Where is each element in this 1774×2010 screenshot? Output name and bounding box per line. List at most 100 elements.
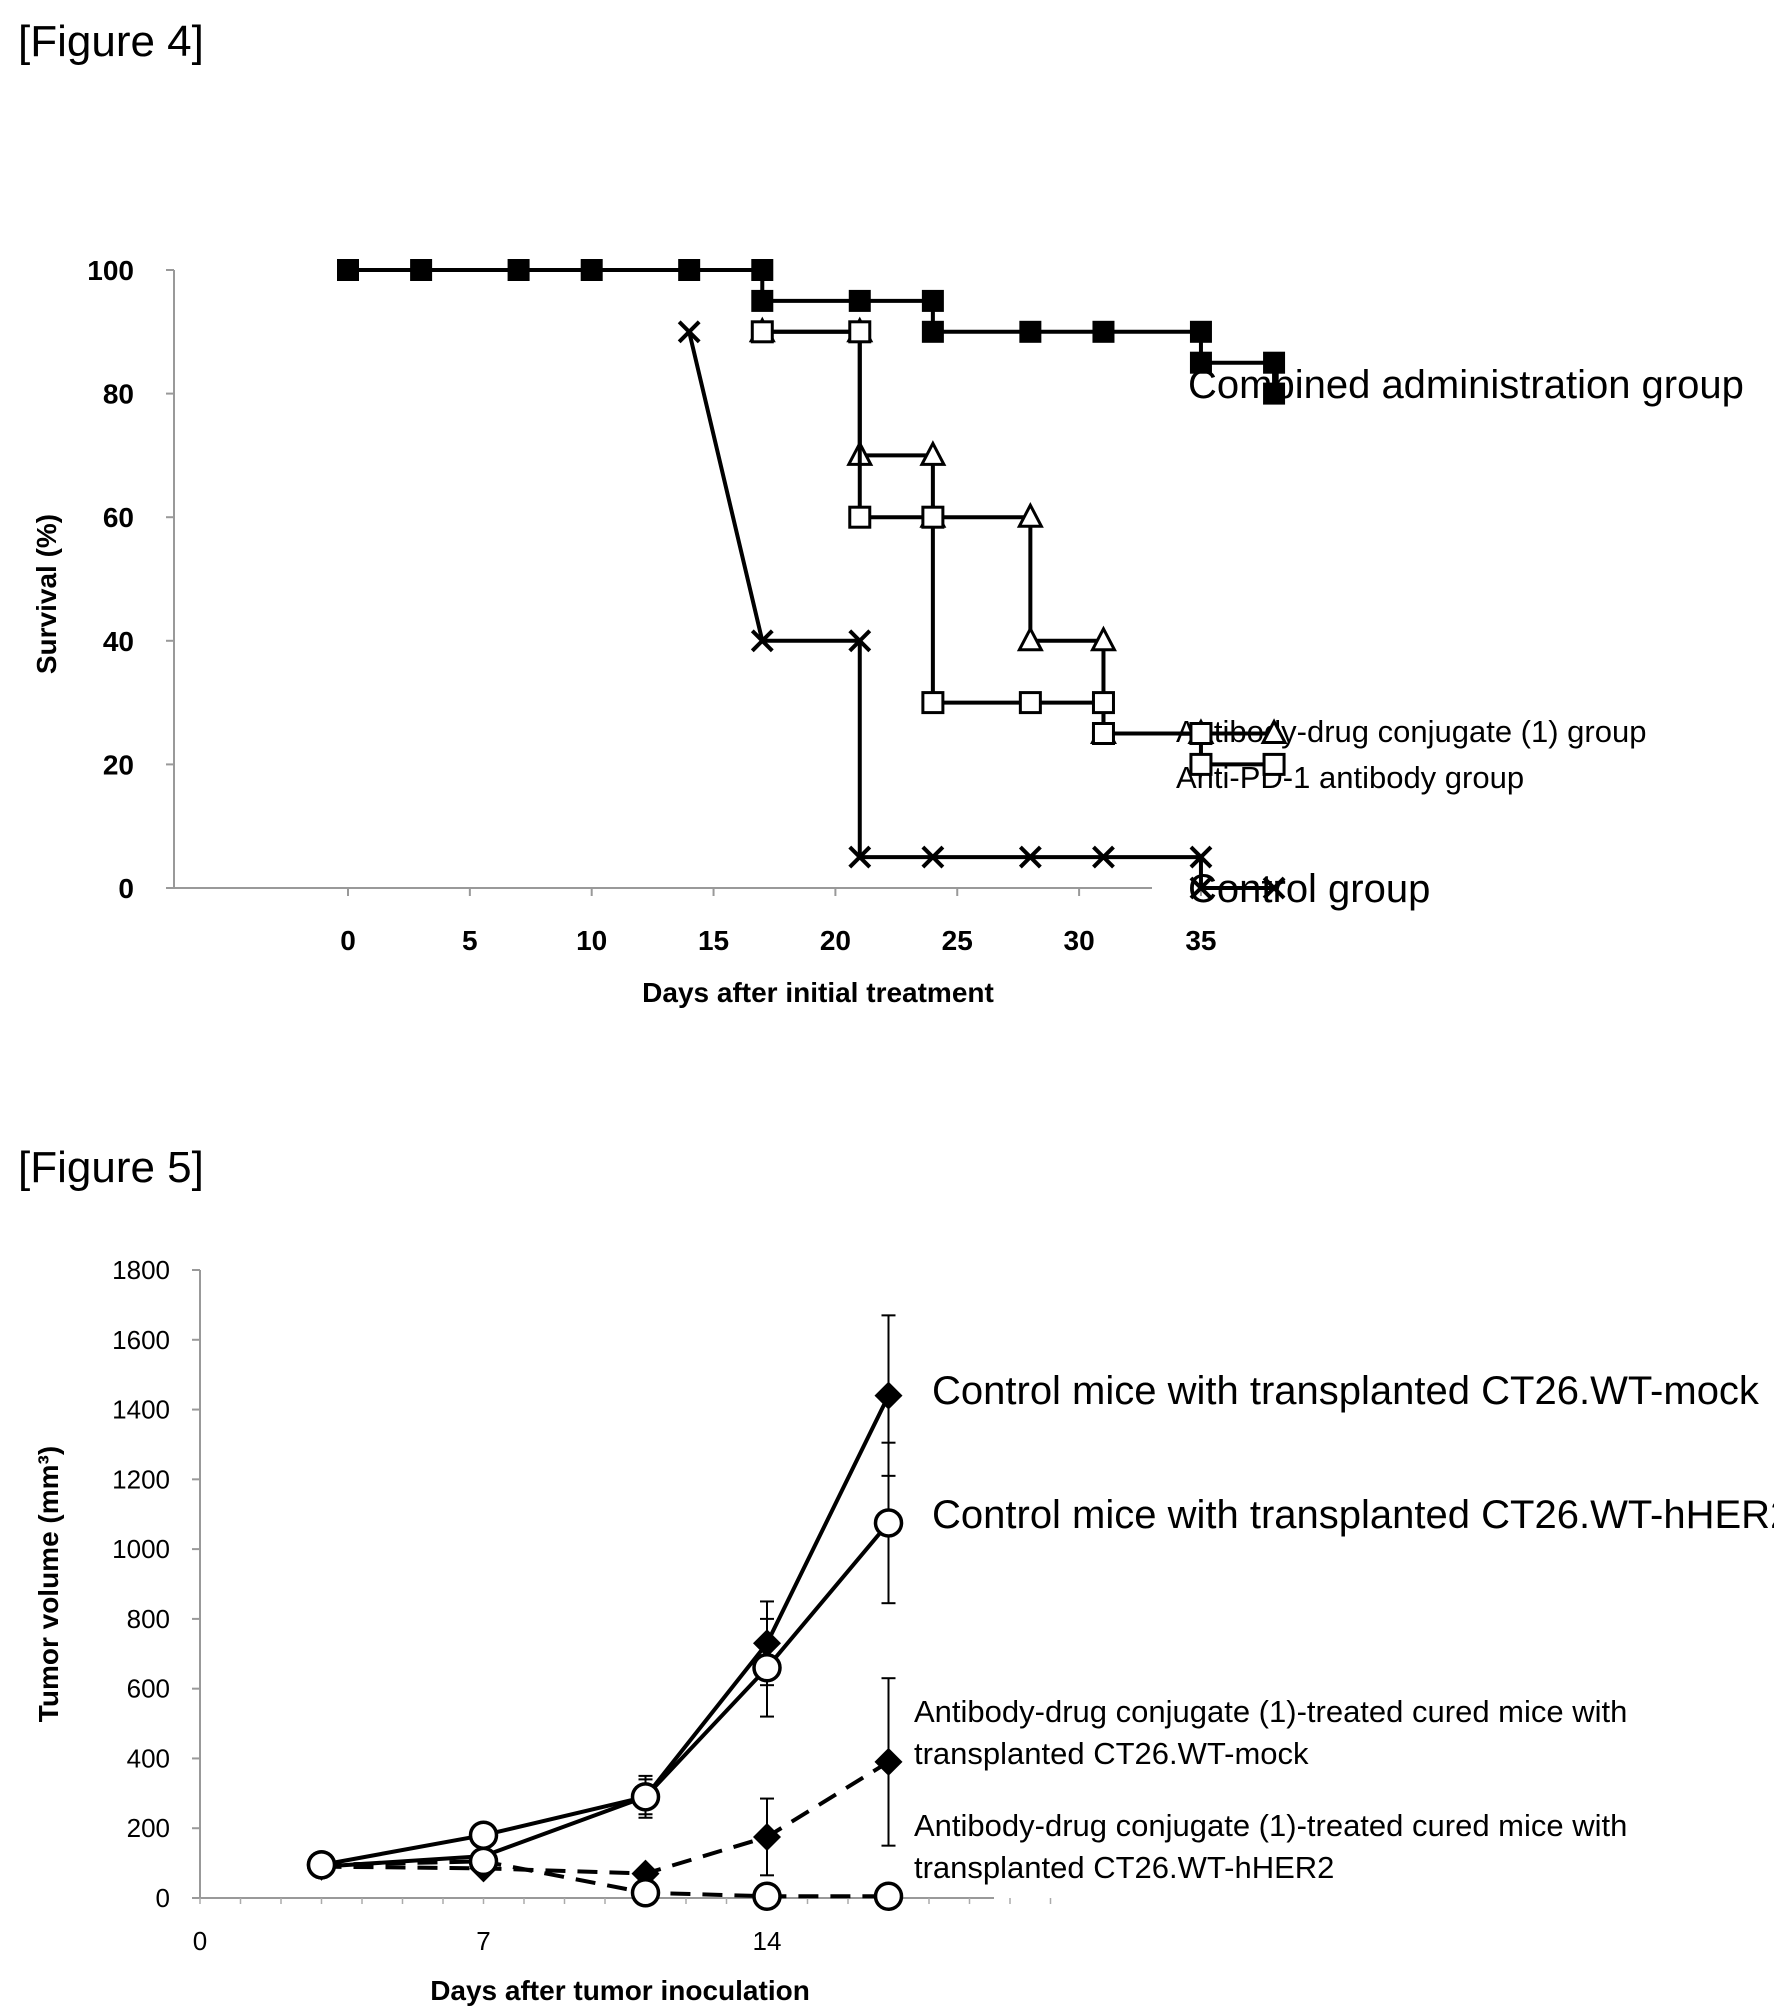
survival-point xyxy=(507,259,530,281)
survival-y-tick-label: 80 xyxy=(103,379,134,410)
tumor-point xyxy=(874,1747,903,1776)
tumor-y-tick-label: 1400 xyxy=(112,1395,170,1425)
survival-point xyxy=(750,629,774,653)
survival-point xyxy=(1016,625,1044,652)
survival-point xyxy=(1189,320,1212,343)
tumor-y-tick-label: 600 xyxy=(127,1674,170,1704)
figure4-title: [Figure 4] xyxy=(18,17,204,66)
survival-point xyxy=(848,505,872,529)
tumor-x-tick-label: 0 xyxy=(193,1926,207,1956)
tumor-y-tick-label: 200 xyxy=(127,1813,170,1843)
survival-point xyxy=(921,691,945,715)
tumor-point xyxy=(306,1850,337,1880)
survival-point xyxy=(921,845,945,869)
survival-point xyxy=(1189,351,1212,374)
series-label-adc-her2-line2: transplanted CT26.WT-hHER2 xyxy=(914,1850,1334,1885)
survival-point xyxy=(1189,752,1213,776)
series-label-adc-mock-line2: transplanted CT26.WT-mock xyxy=(914,1736,1309,1771)
survival-point xyxy=(848,845,872,869)
tumor-x-label: Days after tumor inoculation xyxy=(430,1975,810,2006)
survival-point xyxy=(1092,845,1115,869)
survival-point xyxy=(1189,722,1213,745)
series-label-ctrl-mock: Control mice with transplanted CT26.WT-m… xyxy=(932,1369,1760,1413)
survival-point xyxy=(1262,752,1286,776)
tumor-point xyxy=(468,1846,499,1877)
survival-x-tick-label: 20 xyxy=(820,925,851,956)
tumor-y-tick-label: 800 xyxy=(127,1604,170,1634)
tumor-y-label: Tumor volume (mm³) xyxy=(33,1446,64,1722)
tumor-volume-chart: Tumor volume (mm³) Days after tumor inoc… xyxy=(33,1255,1774,2006)
tumor-y-tick-label: 400 xyxy=(127,1743,170,1773)
tumor-point xyxy=(873,1881,904,1912)
survival-point xyxy=(848,289,871,312)
survival-chart: Survival (%) Days after initial treatmen… xyxy=(31,255,1744,1008)
survival-y-tick-label: 100 xyxy=(87,255,134,286)
survival-point xyxy=(848,320,872,344)
tumor-point xyxy=(753,1822,781,1851)
survival-y-tick-label: 20 xyxy=(103,749,134,780)
tumor-y-tick-label: 1000 xyxy=(112,1534,170,1564)
tumor-y-tick-label: 1800 xyxy=(112,1255,170,1285)
series-label-adc-mock-line1: Antibody-drug conjugate (1)-treated cure… xyxy=(914,1694,1627,1729)
survival-point xyxy=(919,440,947,466)
tumor-series-line xyxy=(321,1760,890,1876)
survival-point xyxy=(921,320,944,343)
survival-point xyxy=(1263,382,1286,405)
tumor-point xyxy=(753,1629,781,1658)
tumor-point xyxy=(874,1381,903,1410)
survival-x-tick-label: 10 xyxy=(576,925,607,956)
survival-x-tick-label: 15 xyxy=(698,925,729,956)
tumor-x-tick-label: 14 xyxy=(753,1926,782,1956)
survival-point xyxy=(1189,845,1213,869)
survival-series-line xyxy=(687,331,1275,890)
survival-point xyxy=(750,320,774,344)
survival-point xyxy=(677,320,701,344)
survival-point xyxy=(921,289,944,312)
survival-series-line xyxy=(348,268,1277,394)
tumor-x-tick-label: 7 xyxy=(476,1926,490,1956)
tumor-series-line xyxy=(321,1859,889,1899)
survival-y-tick-label: 60 xyxy=(103,502,134,533)
survival-point xyxy=(337,259,359,281)
survival-point xyxy=(1016,501,1044,528)
survival-x-tick-label: 25 xyxy=(942,925,973,956)
tumor-point xyxy=(752,1652,782,1683)
survival-point xyxy=(751,259,774,281)
tumor-y-tick-label: 0 xyxy=(156,1883,170,1913)
tumor-point xyxy=(468,1820,499,1850)
tumor-y-tick-label: 1200 xyxy=(112,1464,170,1494)
survival-y-tick-label: 40 xyxy=(103,626,134,657)
survival-y-label: Survival (%) xyxy=(31,514,62,674)
survival-x-tick-label: 35 xyxy=(1185,925,1216,956)
survival-point xyxy=(1263,351,1286,374)
tumor-y-tick-label: 1600 xyxy=(112,1325,170,1355)
figure5-title: [Figure 5] xyxy=(18,1143,204,1192)
survival-point xyxy=(580,259,603,281)
tumor-point xyxy=(630,1878,661,1908)
series-label-ctrl-her2: Control mice with transplanted CT26.WT-h… xyxy=(932,1493,1774,1537)
survival-point xyxy=(1018,691,1042,715)
series-label-adc-her2-line1: Antibody-drug conjugate (1)-treated cure… xyxy=(914,1808,1627,1843)
survival-point xyxy=(1091,691,1115,715)
survival-y-tick-label: 0 xyxy=(118,873,134,904)
survival-point xyxy=(751,289,774,312)
survival-x-label: Days after initial treatment xyxy=(642,977,994,1008)
tumor-point xyxy=(873,1508,904,1538)
survival-point xyxy=(1189,876,1213,900)
survival-point xyxy=(921,505,945,529)
survival-point xyxy=(1260,718,1288,744)
survival-point xyxy=(678,259,701,281)
survival-point xyxy=(1019,320,1042,343)
survival-point xyxy=(848,629,872,653)
tumor-point xyxy=(630,1782,661,1812)
survival-x-tick-label: 0 xyxy=(340,925,356,956)
tumor-series-line xyxy=(321,1394,891,1869)
survival-point xyxy=(1091,722,1115,745)
survival-x-tick-label: 30 xyxy=(1064,925,1095,956)
survival-point xyxy=(1262,876,1286,900)
survival-point xyxy=(410,259,433,281)
survival-point xyxy=(1018,845,1042,869)
survival-point xyxy=(1092,320,1115,343)
tumor-point xyxy=(752,1881,782,1912)
